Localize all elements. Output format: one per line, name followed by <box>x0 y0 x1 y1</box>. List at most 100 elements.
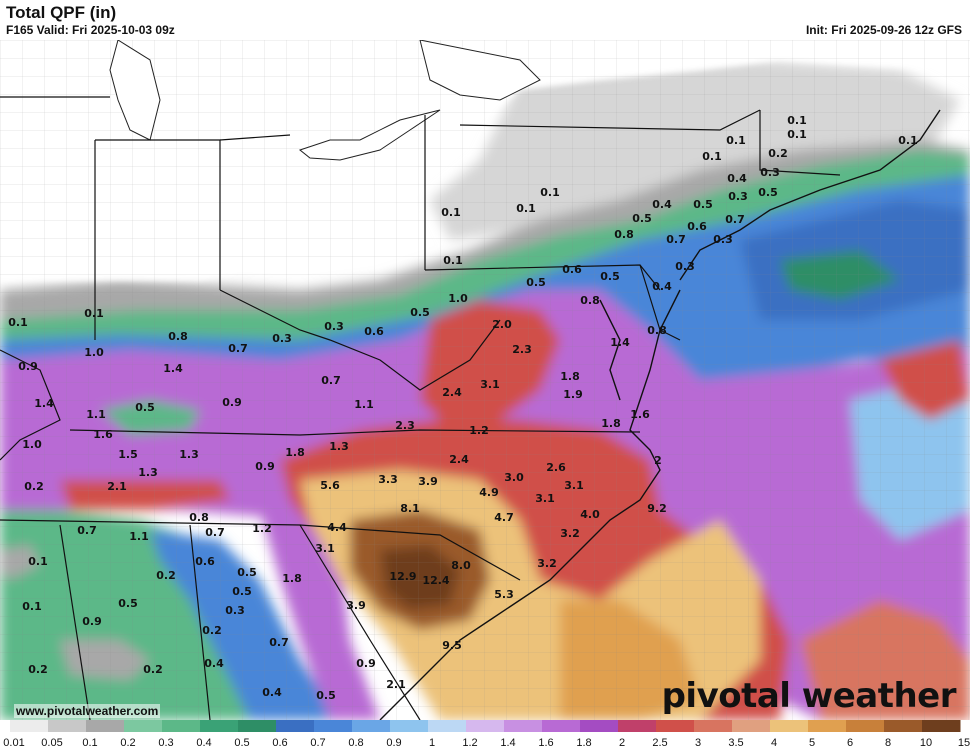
qpf-value-label: 1.8 <box>560 370 580 383</box>
qpf-value-label: 1.4 <box>34 397 54 410</box>
coastline <box>379 109 941 720</box>
qpf-value-label: 1.1 <box>129 530 149 543</box>
qpf-value-label: 0.4 <box>652 280 672 293</box>
qpf-value-label: 0.6 <box>562 263 582 276</box>
qpf-value-label: 1.4 <box>610 336 630 349</box>
qpf-value-label: 4.4 <box>327 521 347 534</box>
qpf-map-canvas: 0.10.10.10.1 0.20.10.4 0.30.50.4 0.50.30.70… <box>0 40 970 720</box>
legend-tick-label: 2.5 <box>652 737 667 749</box>
qpf-value-label: 1.0 <box>84 346 104 359</box>
legend-tick-label: 1.6 <box>538 737 553 749</box>
qpf-value-label: 0.7 <box>321 374 341 387</box>
legend-tick-label: 0.3 <box>158 737 173 749</box>
legend-swatch <box>390 720 429 732</box>
qpf-value-label: 0.8 <box>189 511 209 524</box>
legend-swatch <box>808 720 847 732</box>
qpf-map[interactable]: 0.1 0.1 0.1 0.1 0.2 0.1 0.4 0.3 0.5 0.4 0.5 0.3 0.7 0… <box>0 40 970 720</box>
legend-swatch <box>314 720 353 732</box>
legend-swatch <box>922 720 961 732</box>
qpf-value-label: 8.1 <box>400 502 420 515</box>
legend-tick-label: 0.9 <box>386 737 401 749</box>
qpf-value-label: 2.1 <box>107 480 127 493</box>
qpf-value-label: 0.9 <box>18 360 38 373</box>
qpf-value-label: 4.9 <box>479 486 499 499</box>
qpf-value-label: 2.0 <box>492 318 512 331</box>
qpf-value-label: 0.6 <box>687 220 707 233</box>
qpf-value-label: 2.4 <box>442 386 462 399</box>
qpf-value-label: 3.1 <box>480 378 500 391</box>
legend-swatch <box>504 720 543 732</box>
qpf-value-label: 1.3 <box>329 440 349 453</box>
qpf-value-label: 0.8 <box>580 294 600 307</box>
qpf-value-label: 2.3 <box>395 419 415 432</box>
qpf-value-label: 3.9 <box>418 475 438 488</box>
qpf-value-label: 0.5 <box>232 585 252 598</box>
legend-swatch <box>124 720 163 732</box>
qpf-value-label: 0.5 <box>526 276 546 289</box>
qpf-value-label: 3.1 <box>564 479 584 492</box>
qpf-value-label: 0.1 <box>516 202 536 215</box>
qpf-value-label: 0.1 <box>702 150 722 163</box>
qpf-value-label: 0.5 <box>237 566 257 579</box>
qpf-value-label: 1.3 <box>179 448 199 461</box>
qpf-value-label: 0.6 <box>195 555 215 568</box>
legend-swatch <box>694 720 733 732</box>
qpf-value-label: 0.4 <box>727 172 747 185</box>
qpf-value-label: 2.6 <box>546 461 566 474</box>
map-title: Total QPF (in) <box>6 3 117 22</box>
qpf-value-label: 3.1 <box>315 542 335 555</box>
qpf-value-label: 3.3 <box>378 473 398 486</box>
legend-tick-label: 8 <box>885 737 891 749</box>
qpf-value-label: 1.2 <box>252 522 272 535</box>
legend-tick-label: 15 <box>958 737 970 749</box>
qpf-value-label: 0.3 <box>675 260 695 273</box>
qpf-value-label: 0.9 <box>222 396 242 409</box>
qpf-value-label: 0.2 <box>156 569 176 582</box>
qpf-value-label: 12.9 <box>389 570 416 583</box>
qpf-value-label: 3.2 <box>537 557 557 570</box>
qpf-value-label: 0.5 <box>632 212 652 225</box>
legend-swatch <box>618 720 657 732</box>
legend-swatch <box>238 720 277 732</box>
qpf-value-label: 0.8 <box>614 228 634 241</box>
qpf-value-label: 3.9 <box>346 599 366 612</box>
qpf-value-label: 0.5 <box>758 186 778 199</box>
qpf-value-label: 0.7 <box>269 636 289 649</box>
legend-tick-label: 0.6 <box>272 737 287 749</box>
qpf-value-label: 0.1 <box>84 307 104 320</box>
qpf-value-label: 12.4 <box>422 574 449 587</box>
legend-tick-label: 0.8 <box>348 737 363 749</box>
qpf-value-label: 0.7 <box>666 233 686 246</box>
qpf-value-label: 0.1 <box>443 254 463 267</box>
qpf-value-label: 0.3 <box>272 332 292 345</box>
qpf-value-label: 0.1 <box>787 114 807 127</box>
qpf-value-label: 0.5 <box>118 597 138 610</box>
legend-tick-label: 0.5 <box>234 737 249 749</box>
legend-swatch <box>276 720 315 732</box>
qpf-value-label: 0.6 <box>364 325 384 338</box>
legend-swatch <box>656 720 695 732</box>
qpf-value-label: 0.1 <box>898 134 918 147</box>
qpf-value-labels: 0.10.10.10.1 0.20.10.4 0.30.50.4 0.50.30.70… <box>8 114 918 702</box>
qpf-value-label: 0.3 <box>225 604 245 617</box>
qpf-value-label: 0.7 <box>77 524 97 537</box>
qpf-value-label: 1.6 <box>93 428 113 441</box>
legend-tick-label: 1.4 <box>500 737 515 749</box>
qpf-value-label: 0.5 <box>600 270 620 283</box>
qpf-value-label: 0.4 <box>652 198 672 211</box>
legend-tick-label: 0.4 <box>196 737 211 749</box>
legend-swatch <box>732 720 771 732</box>
qpf-value-label: 0.1 <box>540 186 560 199</box>
qpf-value-label: 0.1 <box>22 600 42 613</box>
website-url[interactable]: www.pivotalweather.com <box>14 704 161 718</box>
legend-tick-label: 1.2 <box>462 737 477 749</box>
legend-swatch <box>846 720 885 732</box>
qpf-value-label: 0.8 <box>647 324 667 337</box>
qpf-value-label: 3.0 <box>504 471 524 484</box>
qpf-value-label: 0.1 <box>441 206 461 219</box>
legend-tick-label: 0.1 <box>82 737 97 749</box>
qpf-value-label: 0.7 <box>228 342 248 355</box>
qpf-value-label: 8.0 <box>451 559 471 572</box>
qpf-value-label: 0.2 <box>143 663 163 676</box>
qpf-value-label: 3.2 <box>560 527 580 540</box>
